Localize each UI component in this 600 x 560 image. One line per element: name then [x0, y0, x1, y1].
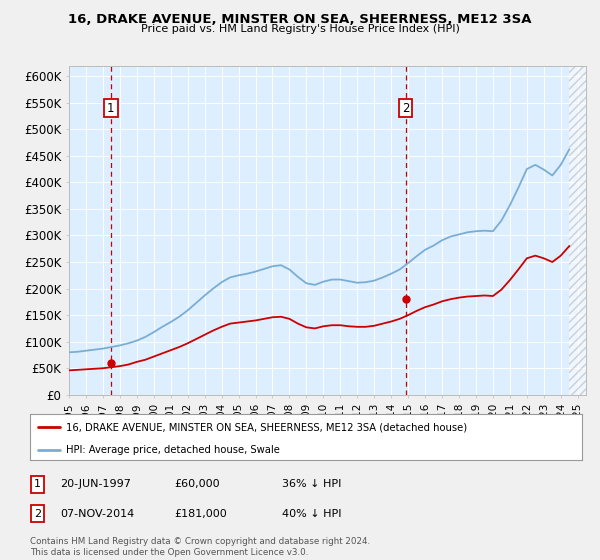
Text: 36% ↓ HPI: 36% ↓ HPI: [282, 479, 341, 489]
Bar: [569, 66, 595, 395]
Text: HPI: Average price, detached house, Swale: HPI: Average price, detached house, Swal…: [66, 445, 280, 455]
Text: 16, DRAKE AVENUE, MINSTER ON SEA, SHEERNESS, ME12 3SA (detached house): 16, DRAKE AVENUE, MINSTER ON SEA, SHEERN…: [66, 422, 467, 432]
Text: 07-NOV-2014: 07-NOV-2014: [60, 508, 134, 519]
Text: 2: 2: [402, 101, 409, 114]
Text: 2: 2: [34, 508, 41, 519]
Text: £181,000: £181,000: [174, 508, 227, 519]
Text: Price paid vs. HM Land Registry's House Price Index (HPI): Price paid vs. HM Land Registry's House …: [140, 24, 460, 34]
Text: 1: 1: [34, 479, 41, 489]
Text: 40% ↓ HPI: 40% ↓ HPI: [282, 508, 341, 519]
Text: 16, DRAKE AVENUE, MINSTER ON SEA, SHEERNESS, ME12 3SA: 16, DRAKE AVENUE, MINSTER ON SEA, SHEERN…: [68, 13, 532, 26]
Text: This data is licensed under the Open Government Licence v3.0.: This data is licensed under the Open Gov…: [30, 548, 308, 557]
Text: 20-JUN-1997: 20-JUN-1997: [60, 479, 131, 489]
Text: 1: 1: [107, 101, 115, 114]
Text: Contains HM Land Registry data © Crown copyright and database right 2024.: Contains HM Land Registry data © Crown c…: [30, 537, 370, 546]
Text: £60,000: £60,000: [174, 479, 220, 489]
